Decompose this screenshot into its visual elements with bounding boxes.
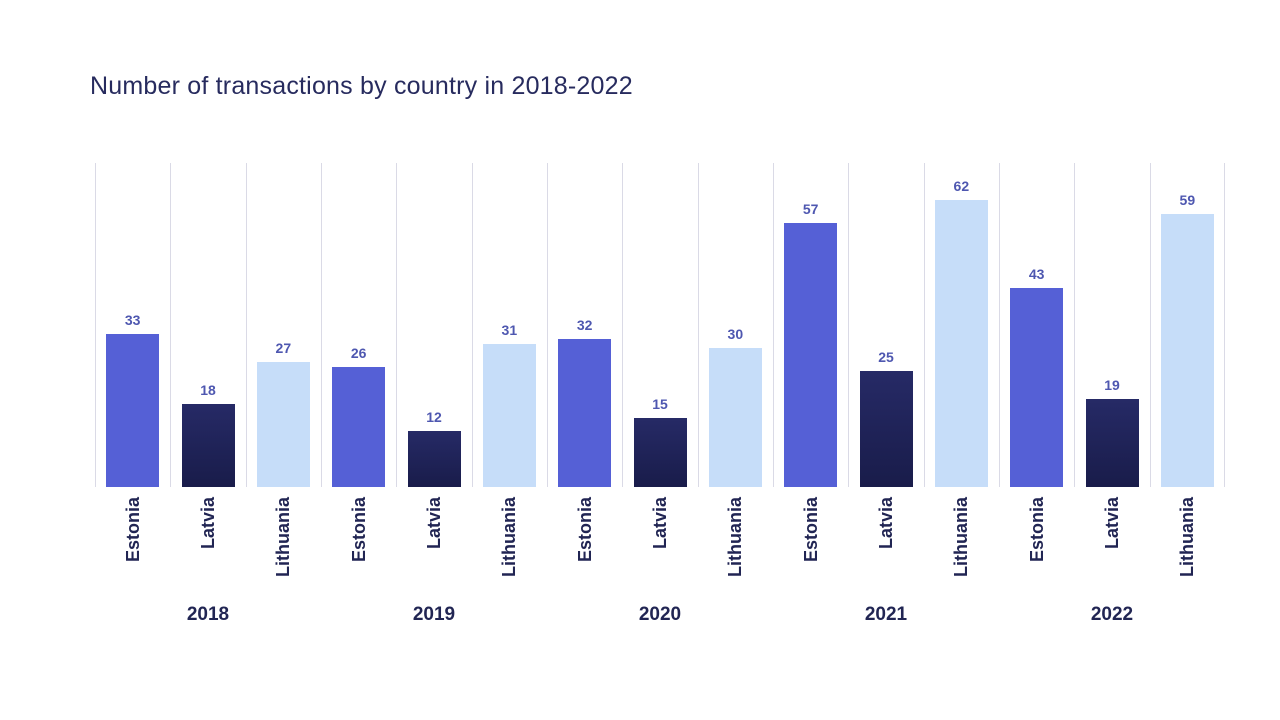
year-label: 2022: [1090, 604, 1134, 625]
gridline: [848, 163, 850, 487]
year-label: 2018: [186, 604, 230, 625]
country-label-cell: Latvia: [622, 497, 697, 605]
bar-lithuania-2019: [482, 344, 536, 487]
country-label: Estonia: [348, 497, 369, 563]
gridline: [471, 163, 473, 487]
bar-lithuania-2020: [708, 348, 762, 487]
gridline: [170, 163, 172, 487]
country-label-cell: Latvia: [396, 497, 471, 605]
bar-estonia-2018: [106, 334, 160, 487]
bar-lithuania-2022: [1160, 214, 1214, 487]
bar-value-label: 19: [1104, 377, 1120, 393]
country-label-cell: Latvia: [170, 497, 245, 605]
gridline: [773, 163, 774, 487]
country-label-cell: Lithuania: [698, 497, 773, 605]
country-label: Estonia: [1026, 497, 1047, 563]
bar-value-label: 27: [275, 340, 292, 356]
year-axis: 2018 2019 2020 2021 2022: [95, 604, 1225, 630]
country-label: Latvia: [649, 497, 670, 550]
country-label-cell: Lithuania: [924, 497, 999, 605]
country-label: Estonia: [122, 497, 143, 563]
gridline: [547, 163, 548, 487]
gridline: [245, 163, 247, 487]
country-label: Latvia: [423, 497, 444, 550]
bar-value-label: 26: [350, 345, 367, 361]
year-label: 2020: [638, 604, 682, 625]
country-label-cell: Lithuania: [1150, 497, 1225, 605]
country-label-cell: Latvia: [1074, 497, 1149, 605]
country-label-cell: Estonia: [773, 497, 848, 605]
bar-value-label: 62: [953, 178, 970, 194]
bar-estonia-2022: [1010, 288, 1064, 487]
country-label: Lithuania: [273, 497, 294, 577]
country-label-cell: Latvia: [848, 497, 923, 605]
bar-estonia-2019: [332, 367, 386, 487]
country-label: Lithuania: [1177, 497, 1198, 577]
bar-value-label: 25: [878, 349, 894, 365]
gridline: [999, 163, 1000, 487]
country-label: Lithuania: [951, 497, 972, 577]
country-label: Lithuania: [725, 497, 746, 577]
bar-value-label: 33: [124, 312, 141, 328]
bar-lithuania-2018: [256, 362, 310, 487]
category-axis: Estonia Latvia Lithuania Estonia Latvia Lithu…: [95, 497, 1225, 605]
year-label: 2019: [412, 604, 456, 625]
bar-latvia-2022: [1085, 399, 1139, 487]
gridline: [396, 163, 398, 487]
gridline: [321, 163, 322, 487]
country-label: Estonia: [800, 497, 821, 563]
year-label: 2021: [864, 604, 908, 625]
bar-latvia-2018: [181, 404, 235, 487]
bar-latvia-2021: [859, 371, 913, 487]
country-label-cell: Estonia: [999, 497, 1074, 605]
country-label-cell: Lithuania: [246, 497, 321, 605]
gridline: [697, 163, 699, 487]
country-label: Latvia: [875, 497, 896, 550]
country-label-cell: Lithuania: [472, 497, 547, 605]
gridline: [622, 163, 624, 487]
bar-value-label: 30: [727, 326, 744, 342]
country-label: Lithuania: [499, 497, 520, 577]
gridline: [1224, 163, 1225, 487]
bar-estonia-2021: [784, 223, 838, 487]
country-label: Latvia: [197, 497, 218, 550]
plot-area: 33 18 27 26 12 31 32 15 30 57 25 62 43 19 59: [95, 163, 1225, 487]
country-label: Latvia: [1101, 497, 1122, 550]
country-label-cell: Estonia: [95, 497, 170, 605]
gridline: [923, 163, 925, 487]
bar-value-label: 57: [802, 201, 819, 217]
bar-estonia-2020: [558, 339, 612, 487]
bar-value-label: 31: [501, 322, 518, 338]
country-label-cell: Estonia: [547, 497, 622, 605]
bar-value-label: 15: [652, 396, 668, 412]
bar-value-label: 32: [576, 317, 593, 333]
chart-title: Number of transactions by country in 201…: [90, 72, 633, 100]
bar-latvia-2019: [407, 431, 461, 487]
country-label: Estonia: [574, 497, 595, 563]
bar-value-label: 12: [426, 409, 442, 425]
bar-lithuania-2021: [934, 200, 988, 487]
bar-value-label: 43: [1028, 266, 1045, 282]
country-label-cell: Estonia: [321, 497, 396, 605]
gridline: [1074, 163, 1076, 487]
bar-value-label: 18: [200, 382, 216, 398]
bar-value-label: 59: [1179, 192, 1196, 208]
gridline: [1149, 163, 1151, 487]
gridline: [95, 163, 96, 487]
bar-latvia-2020: [633, 418, 687, 487]
